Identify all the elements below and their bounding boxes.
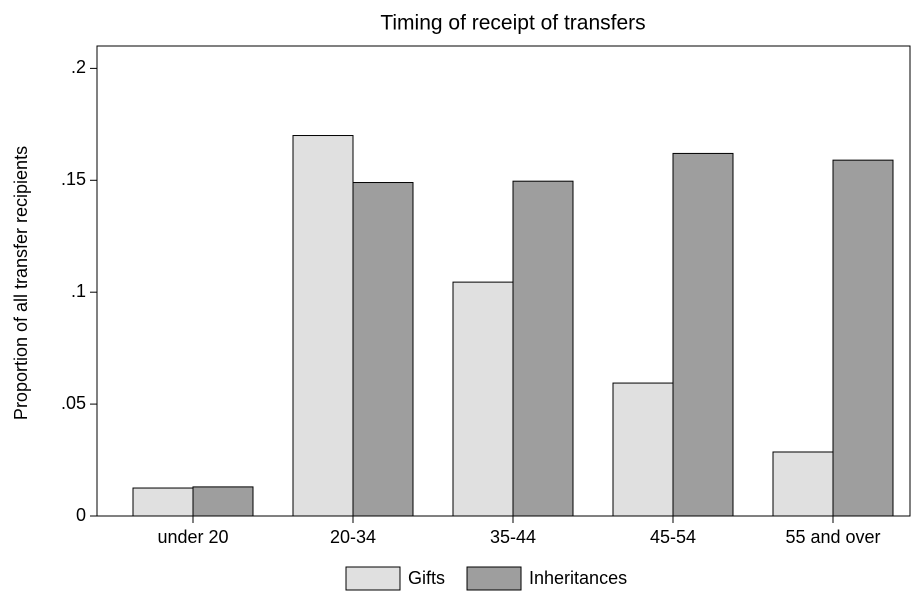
bar <box>452 281 514 517</box>
y-tick-label: .2 <box>71 57 86 77</box>
bar <box>772 451 834 517</box>
legend-swatch <box>345 566 401 591</box>
bar <box>352 182 414 517</box>
legend-label: Inheritances <box>529 568 627 588</box>
legend-swatch <box>466 566 522 591</box>
bar <box>192 486 254 517</box>
bar <box>612 382 674 517</box>
x-tick-label: under 20 <box>157 527 228 547</box>
legend-label: Gifts <box>408 568 445 588</box>
y-tick-label: .15 <box>61 169 86 189</box>
x-tick-label: 20-34 <box>330 527 376 547</box>
x-tick-label: 35-44 <box>490 527 536 547</box>
x-tick-label: 55 and over <box>785 527 880 547</box>
y-tick-label: 0 <box>76 505 86 525</box>
x-tick-label: 45-54 <box>650 527 696 547</box>
y-axis-label: Proportion of all transfer recipients <box>11 146 31 420</box>
y-tick-label: .1 <box>71 281 86 301</box>
bar <box>832 159 894 517</box>
bar <box>672 152 734 517</box>
bar <box>512 180 574 517</box>
y-tick-label: .05 <box>61 393 86 413</box>
chart-title: Timing of receipt of transfers <box>380 12 645 35</box>
bar <box>132 487 194 517</box>
bar <box>292 135 354 517</box>
